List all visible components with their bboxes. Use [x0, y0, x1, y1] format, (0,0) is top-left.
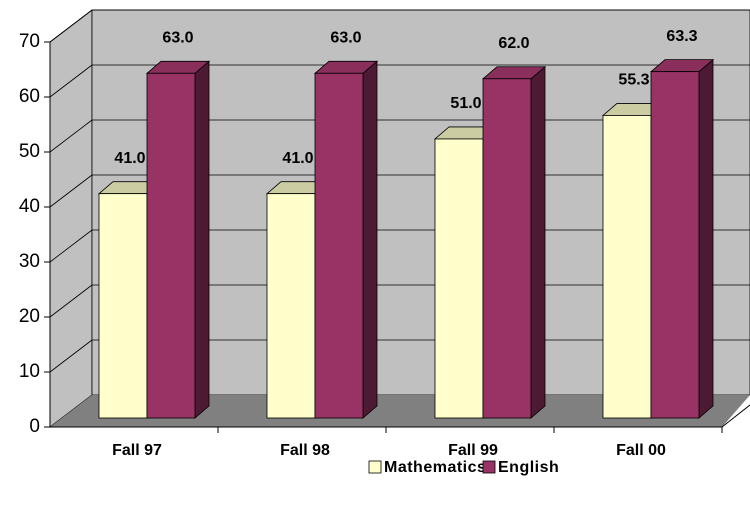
legend-label: Mathematics	[384, 459, 486, 476]
bar	[314, 72, 364, 419]
x-tick-label: Fall 98	[280, 442, 330, 459]
legend-swatch	[482, 460, 496, 474]
value-label: 63.0	[162, 30, 193, 47]
y-tick-label: 40	[19, 196, 40, 217]
bar	[146, 72, 196, 419]
y-tick-label: 0	[29, 416, 40, 437]
value-label: 51.0	[450, 95, 481, 112]
value-label: 41.0	[114, 150, 145, 167]
x-tick-label: Fall 00	[616, 442, 666, 459]
grid-line	[49, 229, 93, 263]
grid-line	[49, 9, 93, 43]
value-label: 63.3	[666, 28, 697, 45]
bar-side	[194, 60, 210, 419]
bar	[482, 78, 532, 419]
grid-line	[49, 339, 93, 373]
y-tick-label: 50	[19, 141, 40, 162]
bar-side	[698, 58, 714, 419]
value-label: 63.0	[330, 30, 361, 47]
bar	[602, 115, 652, 419]
left-wall	[49, 9, 93, 428]
floor	[50, 395, 750, 427]
bar	[98, 193, 148, 419]
bars: 41.0 63.0 41.0 63.0 51.0 62.0 55.3 63.3	[97, 28, 715, 419]
grid-line	[49, 174, 93, 208]
bar-side	[362, 60, 378, 419]
y-tick-label: 10	[19, 361, 40, 382]
legend: Mathematics English	[368, 459, 559, 476]
y-tick-label: 20	[19, 306, 40, 327]
x-tick-label: Fall 99	[448, 442, 498, 459]
bar	[650, 71, 700, 419]
legend-label: English	[498, 459, 559, 476]
value-label: 62.0	[498, 35, 529, 52]
x-tick-label: Fall 97	[112, 442, 162, 459]
grid-line	[49, 284, 93, 318]
bar-side	[530, 65, 546, 419]
value-label: 41.0	[282, 150, 313, 167]
bar	[434, 138, 484, 419]
bar	[266, 193, 316, 419]
value-label: 55.3	[618, 72, 649, 89]
y-tick-label: 30	[19, 251, 40, 272]
legend-swatch	[368, 460, 382, 474]
grid-line	[49, 119, 93, 153]
y-tick-label: 70	[19, 31, 40, 52]
floor-edge	[721, 404, 750, 428]
y-tick-label: 60	[19, 86, 40, 107]
grid-line	[49, 64, 93, 98]
